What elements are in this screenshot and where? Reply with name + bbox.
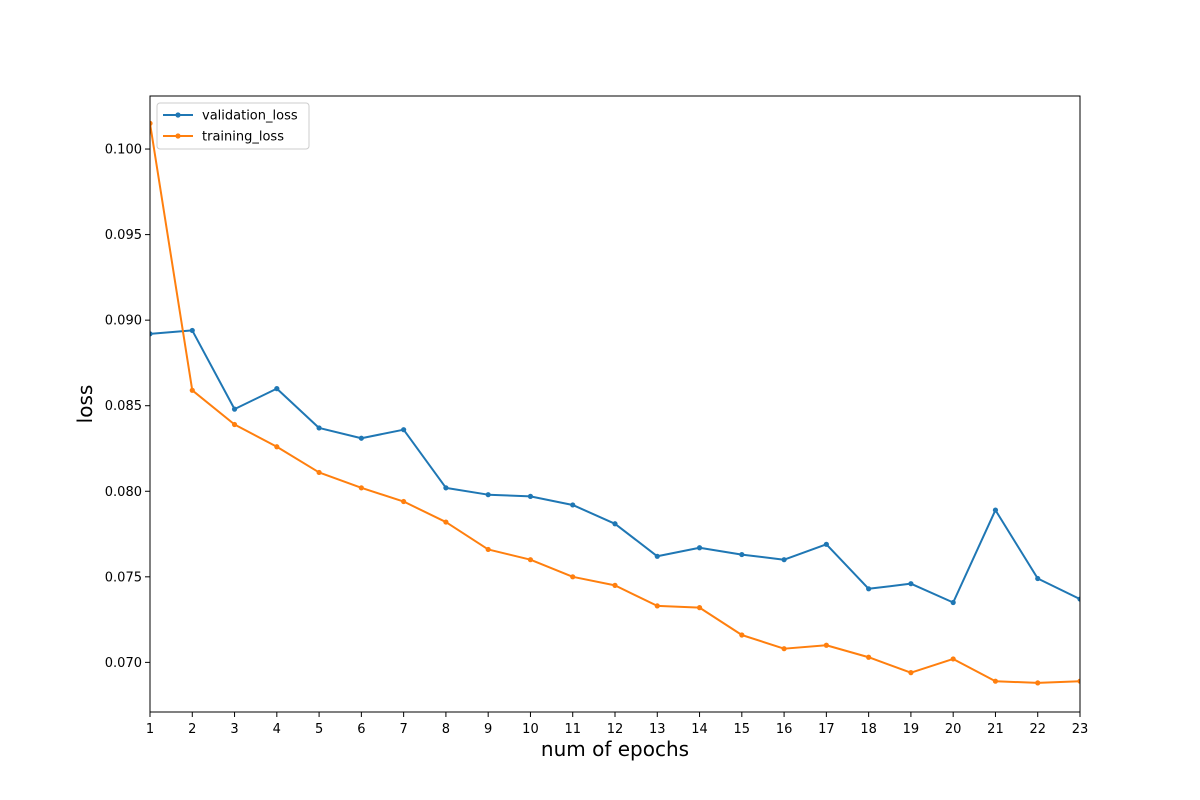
data-point-validation_loss-6 xyxy=(358,435,364,441)
x-axis-label: num of epochs xyxy=(541,737,689,761)
x-tick-label: 7 xyxy=(399,722,407,737)
data-point-training_loss-1 xyxy=(150,120,153,126)
data-point-training_loss-4 xyxy=(274,444,280,450)
data-point-training_loss-7 xyxy=(401,498,407,505)
data-point-training_loss-17 xyxy=(823,642,829,648)
legend-box xyxy=(156,102,310,150)
x-tick-label: 12 xyxy=(607,722,624,737)
y-tick-label: 0.100 xyxy=(105,143,142,158)
data-point-validation_loss-5 xyxy=(316,425,322,431)
y-axis-ticks: 0.070 0.075 0.080 0.085 0.090 0.095 0.100 xyxy=(105,143,150,671)
y-tick-label: 0.080 xyxy=(105,485,142,500)
data-point-training_loss-5 xyxy=(316,469,322,476)
x-axis-ticks: 1 2 3 4 5 6 7 8 9 10 11 12 13 14 15 16 17 18 19 20 21 22 23 xyxy=(146,712,1088,737)
data-point-training_loss-15 xyxy=(739,632,745,638)
data-point-training_loss-16 xyxy=(781,646,787,652)
data-point-training_loss-13 xyxy=(654,603,660,609)
legend-label-validation_loss: validation_loss xyxy=(202,109,298,124)
y-axis-label: loss xyxy=(73,385,97,424)
legend-label-training_loss: training_loss xyxy=(202,130,284,145)
y-tick-label: 0.095 xyxy=(105,228,142,243)
data-point-training_loss-19 xyxy=(908,670,914,676)
data-point-validation_loss-22 xyxy=(1035,575,1041,582)
x-tick-label: 9 xyxy=(484,722,492,737)
data-point-training_loss-18 xyxy=(866,654,872,660)
data-point-training_loss-12 xyxy=(612,582,618,588)
data-point-validation_loss-7 xyxy=(401,427,407,433)
legend-marker-validation_loss xyxy=(175,112,181,118)
data-point-training_loss-20 xyxy=(950,656,956,662)
x-tick-label: 19 xyxy=(903,722,920,737)
data-point-validation_loss-14 xyxy=(696,545,703,551)
y-tick-label: 0.075 xyxy=(105,570,142,585)
data-point-training_loss-9 xyxy=(485,546,491,553)
x-tick-label: 15 xyxy=(734,722,751,737)
x-tick-label: 20 xyxy=(945,722,962,737)
legend-marker-training_loss xyxy=(175,133,181,139)
data-point-validation_loss-8 xyxy=(443,485,449,491)
data-point-validation_loss-3 xyxy=(231,406,238,412)
x-tick-label: 16 xyxy=(776,722,793,737)
x-tick-label: 13 xyxy=(649,722,666,737)
x-tick-label: 21 xyxy=(987,722,1004,737)
data-point-validation_loss-17 xyxy=(823,541,829,547)
data-point-validation_loss-20 xyxy=(950,599,956,606)
data-point-validation_loss-16 xyxy=(781,557,787,563)
data-point-validation_loss-19 xyxy=(908,581,914,587)
data-point-training_loss-23 xyxy=(1077,678,1080,684)
data-point-validation_loss-15 xyxy=(739,551,745,558)
data-point-training_loss-21 xyxy=(992,678,999,684)
x-tick-label: 22 xyxy=(1029,722,1046,737)
data-point-validation_loss-10 xyxy=(527,493,534,499)
x-tick-label: 14 xyxy=(691,722,708,737)
x-tick-label: 17 xyxy=(818,722,835,737)
data-point-validation_loss-1 xyxy=(150,331,153,337)
data-point-training_loss-14 xyxy=(696,605,703,611)
y-tick-label: 0.070 xyxy=(105,656,142,671)
data-point-training_loss-6 xyxy=(358,485,364,491)
y-tick-label: 0.090 xyxy=(105,314,142,329)
y-tick-label: 0.085 xyxy=(105,399,142,414)
data-point-validation_loss-2 xyxy=(189,327,195,334)
x-tick-label: 5 xyxy=(315,722,323,737)
x-tick-label: 18 xyxy=(860,722,877,737)
data-point-validation_loss-18 xyxy=(866,586,872,592)
x-tick-label: 4 xyxy=(273,722,281,737)
x-tick-label: 8 xyxy=(442,722,450,737)
data-point-training_loss-10 xyxy=(527,557,534,563)
data-point-validation_loss-12 xyxy=(612,521,618,527)
data-point-validation_loss-4 xyxy=(274,386,280,392)
data-point-training_loss-11 xyxy=(570,574,576,580)
x-tick-label: 23 xyxy=(1072,722,1089,737)
data-point-validation_loss-13 xyxy=(654,553,660,559)
data-point-training_loss-2 xyxy=(189,387,195,393)
x-tick-label: 6 xyxy=(357,722,365,737)
legend: validation_loss training_loss xyxy=(156,102,310,150)
data-point-training_loss-3 xyxy=(231,421,238,428)
data-point-training_loss-8 xyxy=(443,519,449,525)
plot-area xyxy=(150,120,1080,686)
data-point-validation_loss-11 xyxy=(570,502,576,508)
data-point-validation_loss-21 xyxy=(992,507,999,513)
x-tick-label: 3 xyxy=(230,722,238,737)
x-tick-label: 11 xyxy=(564,722,581,737)
data-point-validation_loss-23 xyxy=(1077,596,1080,602)
data-point-training_loss-22 xyxy=(1035,680,1041,686)
x-tick-label: 10 xyxy=(522,722,539,737)
data-point-validation_loss-9 xyxy=(485,492,491,498)
x-tick-label: 1 xyxy=(146,722,154,737)
x-tick-label: 2 xyxy=(188,722,196,737)
